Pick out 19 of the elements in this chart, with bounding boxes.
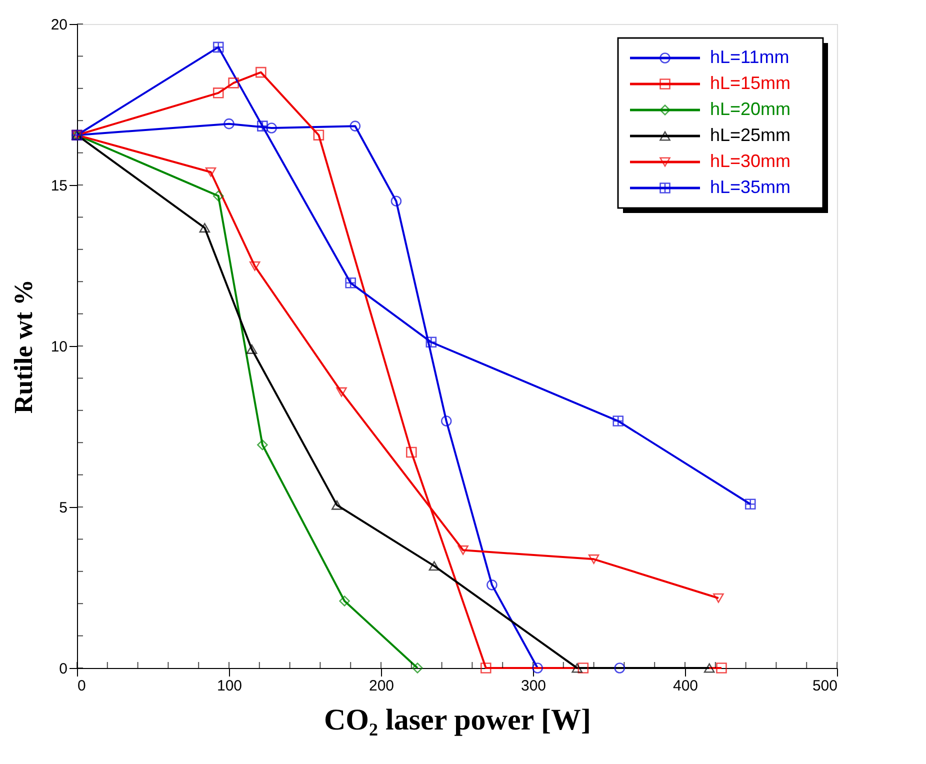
y-tick-label: 10 <box>50 338 68 356</box>
x-axis-title: CO₂ laser power [W] <box>324 704 592 736</box>
x-tick-label: 200 <box>368 678 394 694</box>
x-tick-label: 300 <box>520 678 546 694</box>
legend-label: hL=20mm <box>710 99 791 119</box>
y-tick-label: 20 <box>50 16 68 34</box>
y-tick-label: 15 <box>50 178 68 194</box>
legend-label: hL=25mm <box>710 125 791 145</box>
y-tick-label: 0 <box>59 660 68 678</box>
legend-label: hL=30mm <box>710 151 791 171</box>
legend-label: hL=35mm <box>710 177 791 197</box>
legend-label: hL=15mm <box>710 73 791 93</box>
y-tick-label: 5 <box>59 500 68 516</box>
legend-label: hL=11mm <box>710 47 790 67</box>
x-tick-label: 400 <box>672 678 698 694</box>
x-tick-label: 500 <box>812 678 838 694</box>
x-tick-label: 100 <box>216 678 242 694</box>
y-axis-title: Rutile wt % <box>8 279 38 414</box>
x-tick-label: 0 <box>78 678 86 694</box>
